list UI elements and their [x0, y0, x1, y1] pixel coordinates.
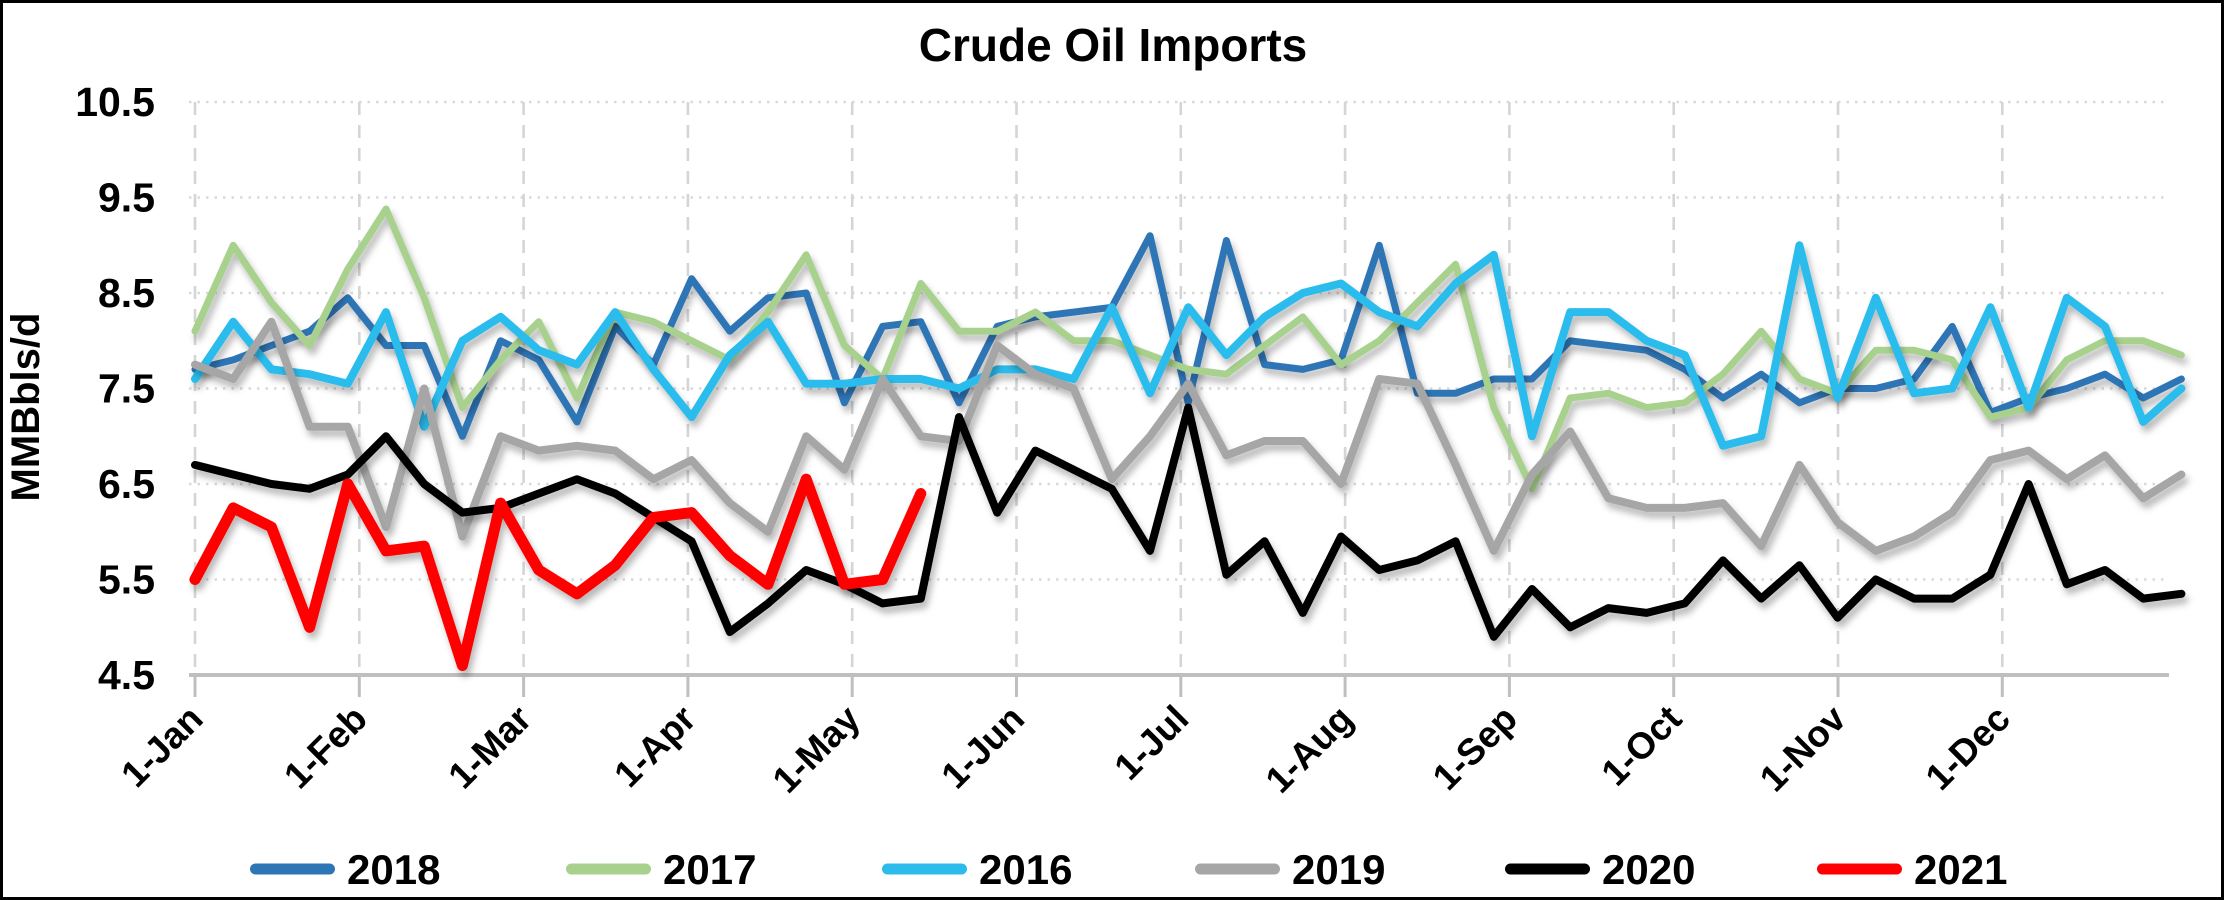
x-tick-label: 1-Feb [276, 698, 375, 797]
legend-label: 2017 [663, 846, 756, 893]
x-tick-label: 1-Jun [933, 698, 1032, 797]
legend-label: 2020 [1602, 846, 1695, 893]
legend-item-2019: 2019 [1195, 846, 1385, 893]
legend-swatch-2019 [1195, 863, 1280, 875]
x-tick-label: 1-Apr [606, 698, 703, 795]
x-axis-tick-labels: 1-Jan 1-Feb 1-Mar 1-Apr 1-May 1-Jun 1-Jul 1-Aug… [113, 697, 2018, 800]
y-tick-label: 10.5 [75, 79, 155, 125]
series-line-2020 [191, 403, 2186, 641]
series-line-2021 [189, 473, 927, 671]
axes [189, 673, 2169, 697]
x-tick-label: 1-May [765, 697, 868, 800]
y-tick-label: 7.5 [98, 366, 155, 412]
legend-label: 2018 [347, 846, 440, 893]
x-tick-label: 1-Dec [1918, 698, 2018, 798]
legend-item-2016: 2016 [882, 846, 1072, 893]
legend-item-2017: 2017 [566, 846, 756, 893]
x-tick-label: 1-Sep [1425, 698, 1525, 798]
legend-swatch-2016 [882, 863, 967, 875]
x-tick-label: 1-Jul [1106, 698, 1196, 788]
y-axis-tick-labels: 10.5 9.5 8.5 7.5 6.5 5.5 4.5 [75, 79, 155, 698]
crude-oil-imports-chart: 10.59.58.57.56.55.54.5 1-Jan 1-Feb 1-Mar 1-… [4, 19, 2186, 893]
legend-swatch-2017 [566, 863, 651, 875]
y-axis-title: MMBbls/d [4, 313, 48, 502]
legend-item-2020: 2020 [1505, 846, 1695, 893]
legend-item-2018: 2018 [250, 846, 440, 893]
x-tick-label: 1-Oct [1593, 698, 1689, 794]
series-line-2016 [191, 241, 2186, 450]
series-line-2019 [191, 317, 2186, 555]
legend-swatch-2020 [1505, 863, 1590, 875]
legend-item-2021: 2021 [1817, 846, 2007, 893]
x-tick-label: 1-Jan [113, 698, 210, 795]
legend-label: 2021 [1914, 846, 2007, 893]
x-tick-label: 1-Nov [1752, 697, 1854, 799]
legend: 2018 2017 2016 2019 2020 2021 [250, 846, 2007, 893]
legend-label: 2016 [979, 846, 1072, 893]
legend-label: 2019 [1292, 846, 1385, 893]
legend-swatch-2018 [250, 863, 335, 875]
y-tick-label: 9.5 [98, 175, 155, 221]
legend-swatch-2021 [1817, 863, 1902, 875]
series-line-2018 [191, 232, 2185, 440]
y-tick-label: 6.5 [98, 461, 155, 507]
series-lines [189, 205, 2186, 671]
x-tick-label: 1-Mar [440, 698, 539, 797]
chart-title: Crude Oil Imports [919, 19, 1307, 71]
x-tick-label: 1-Aug [1258, 698, 1361, 801]
y-tick-label: 4.5 [98, 652, 155, 698]
y-tick-label: 8.5 [98, 270, 155, 316]
y-tick-label: 5.5 [98, 557, 155, 603]
